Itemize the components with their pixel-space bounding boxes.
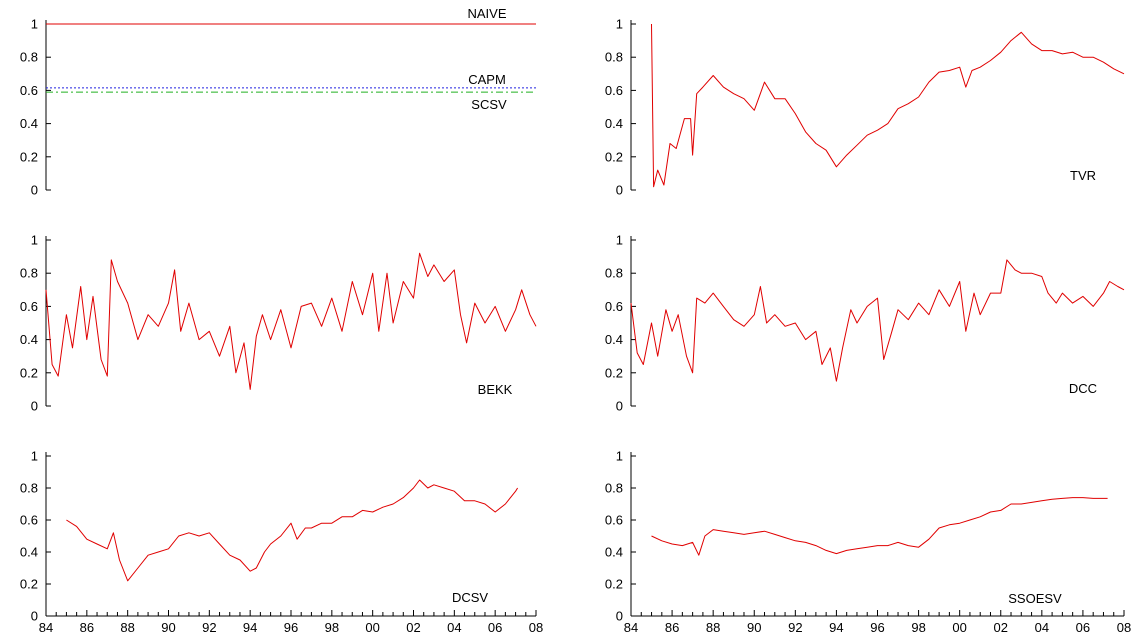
- series-label-ssoesv: SSOESV: [1008, 591, 1062, 606]
- x-tick-label: 90: [161, 620, 175, 635]
- series-line-bekk: [45, 252, 537, 390]
- series-line-ssoesv: [651, 497, 1108, 556]
- x-tick-label: 90: [747, 620, 761, 635]
- y-tick-label: 0.8: [605, 481, 623, 496]
- x-tick-label: 00: [365, 620, 379, 635]
- y-tick-label: 0.6: [20, 299, 38, 314]
- x-tick-label: 06: [1076, 620, 1090, 635]
- x-tick-label: 02: [406, 620, 420, 635]
- x-tick-label: 08: [1117, 620, 1131, 635]
- y-tick-label: 0.6: [20, 83, 38, 98]
- y-tick-label: 0: [31, 399, 38, 414]
- y-tick-label: 0.4: [605, 545, 623, 560]
- y-tick-label: 0.2: [605, 365, 623, 380]
- y-tick-label: 1: [31, 17, 38, 32]
- x-tick-label: 96: [284, 620, 298, 635]
- x-tick-label: 98: [325, 620, 339, 635]
- x-tick-label: 06: [488, 620, 502, 635]
- y-tick-label: 0.6: [20, 513, 38, 528]
- series-label-tvr: TVR: [1070, 168, 1096, 183]
- series-line-dcc: [630, 259, 1125, 382]
- y-tick-label: 0.8: [605, 50, 623, 65]
- y-tick-label: 0.2: [605, 149, 623, 164]
- series-line-dcsv: [66, 479, 519, 582]
- y-tick-label: 0.6: [605, 299, 623, 314]
- x-tick-label: 02: [994, 620, 1008, 635]
- x-tick-label: 94: [243, 620, 257, 635]
- y-tick-label: 0.2: [20, 577, 38, 592]
- x-tick-label: 86: [80, 620, 94, 635]
- x-tick-label: 08: [529, 620, 543, 635]
- x-tick-label: 98: [911, 620, 925, 635]
- series-label-naive: NAIVE: [467, 6, 506, 21]
- y-tick-label: 0: [616, 609, 623, 624]
- y-tick-label: 0.4: [20, 332, 38, 347]
- panel-middle-left: 0 0.2 0.4 0.6 0.8 1 BEKK: [20, 233, 537, 414]
- x-tick-label: 94: [829, 620, 843, 635]
- x-tick-label: 92: [788, 620, 802, 635]
- series-label-bekk: BEKK: [478, 382, 513, 397]
- y-tick-label: 0: [616, 183, 623, 198]
- y-tick-label: 0.6: [605, 513, 623, 528]
- y-tick-label: 0.2: [20, 365, 38, 380]
- panel-middle-right: 0 0.2 0.4 0.6 0.8 1 DCC: [605, 233, 1125, 414]
- y-tick-label: 0: [616, 399, 623, 414]
- panel-bottom-right: 0 0.2 0.4 0.6 0.8 1 84 86 88 90 92 94 96 98 00 02 04 06 08…: [605, 449, 1131, 636]
- x-tick-label: 84: [624, 620, 638, 635]
- y-tick-label: 0.8: [605, 266, 623, 281]
- y-tick-label: 0.8: [20, 266, 38, 281]
- y-tick-label: 0.2: [605, 577, 623, 592]
- y-tick-label: 0: [31, 609, 38, 624]
- x-tick-label: 92: [202, 620, 216, 635]
- x-tick-label: 88: [706, 620, 720, 635]
- y-tick-label: 1: [616, 449, 623, 464]
- y-tick-label: 0.8: [20, 50, 38, 65]
- y-tick-label: 1: [616, 233, 623, 248]
- x-tick-label: 88: [120, 620, 134, 635]
- x-tick-label: 96: [870, 620, 884, 635]
- series-label-capm: CAPM: [468, 72, 506, 87]
- panel-top-right: 0 0.2 0.4 0.6 0.8 1 TVR: [605, 17, 1125, 198]
- y-tick-label: 0.4: [20, 545, 38, 560]
- x-tick-label: 00: [952, 620, 966, 635]
- y-tick-label: 0: [31, 183, 38, 198]
- series-label-dcsv: DCSV: [452, 590, 488, 605]
- panel-bottom-left: 0 0.2 0.4 0.6 0.8 1 84 86 88 90 92 94 96 98 00 02 04 06 08…: [20, 449, 543, 636]
- y-tick-label: 0.2: [20, 149, 38, 164]
- y-tick-label: 1: [31, 233, 38, 248]
- y-tick-label: 0.4: [20, 116, 38, 131]
- y-tick-label: 0.4: [605, 332, 623, 347]
- series-line-tvr: [651, 23, 1125, 188]
- x-tick-label: 04: [1035, 620, 1049, 635]
- y-tick-label: 1: [31, 449, 38, 464]
- series-label-scsv: SCSV: [471, 97, 507, 112]
- x-tick-label: 84: [39, 620, 53, 635]
- x-tick-label: 86: [665, 620, 679, 635]
- y-tick-label: 0.8: [20, 481, 38, 496]
- y-tick-label: 0.6: [605, 83, 623, 98]
- panel-top-left: 0 0.2 0.4 0.6 0.8 1 NAIVE CAPM SCSV: [20, 6, 536, 198]
- y-tick-label: 0.4: [605, 116, 623, 131]
- series-label-dcc: DCC: [1069, 381, 1097, 396]
- y-tick-label: 1: [616, 17, 623, 32]
- x-tick-label: 04: [447, 620, 461, 635]
